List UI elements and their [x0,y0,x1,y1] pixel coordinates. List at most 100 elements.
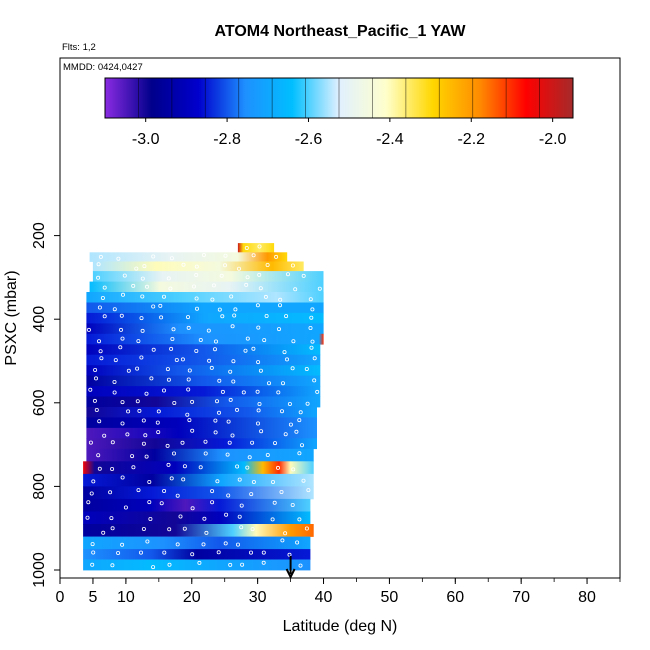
sample-point [291,339,296,344]
y-tick-label: 800 [31,473,48,500]
x-axis: 0 5 10 20 30 40 50 60 70 80 [56,578,621,606]
marker-arrowhead [285,568,296,580]
sample-point [228,369,233,374]
x-tick-label: 0 [56,589,65,606]
colorbar: -3.0 -2.8 -2.6 -2.4 -2.2 -2.0 [104,77,574,148]
sample-point [278,297,283,302]
sample-point [228,397,233,402]
sample-point [139,316,144,321]
sample-point [141,441,146,446]
sample-point [120,400,125,405]
sample-point [180,440,185,445]
colorbar-tick-label: -3.0 [132,131,160,148]
sample-point [169,346,174,351]
sample-point [261,560,266,565]
sample-point [245,275,250,280]
sample-point [234,407,239,412]
sample-point [258,286,263,291]
heatmap-band [83,498,311,512]
sample-point [151,254,156,259]
sample-point [255,389,260,394]
sample-point [277,303,282,308]
sample-point [235,464,240,469]
sample-point [144,284,149,289]
heatmap-band [83,473,314,487]
x-axis-label: Latitude (deg N) [283,618,398,635]
sample-point [256,360,261,365]
sample-point [217,378,222,383]
sample-point [223,253,228,258]
heatmap-band [83,549,311,560]
sample-point [112,379,117,384]
sample-point [94,407,99,412]
sample-point [178,514,183,519]
sample-point [102,433,107,438]
sample-point [123,505,128,510]
sample-point [90,542,95,547]
sample-point [290,502,295,507]
sample-point [162,550,167,555]
sample-point [121,292,126,297]
sample-point [85,515,90,520]
sample-point [140,294,145,299]
sample-point [282,350,287,355]
sample-point [251,479,256,484]
sample-point [131,465,136,470]
sample-point [194,306,199,311]
sample-point [297,451,302,456]
sample-point [165,367,170,372]
sample-point [308,297,313,302]
sample-point [172,400,177,405]
sample-point [290,366,295,371]
sample-point [92,398,97,403]
sample-point [272,441,277,446]
sample-point [113,358,118,363]
sample-point [304,526,309,531]
sample-point [275,465,280,470]
sample-point [220,314,225,319]
heatmap-band [89,252,288,262]
sample-point [116,256,121,261]
sample-point [116,551,121,556]
sample-point [151,304,156,309]
sample-point [119,327,124,332]
sample-point [210,500,215,505]
heatmap-band [86,396,321,408]
sample-point [147,479,152,484]
sample-point [201,252,206,257]
sample-point [194,348,199,353]
sample-point [182,526,187,531]
sample-point [112,307,117,312]
sample-point [186,387,191,392]
heatmap-band [86,354,321,366]
heatmap-band [83,486,314,500]
flights-annotation: Flts: 1,2 [62,42,96,53]
heatmap-band [86,312,324,324]
y-tick-label: 200 [31,222,48,249]
sample-point [270,479,275,484]
sample-point [203,451,208,456]
sample-point [155,420,160,425]
x-tick-label: 20 [183,589,201,606]
sample-point [279,489,284,494]
sample-point [186,377,191,382]
sample-point [156,409,161,414]
sample-point [306,488,311,493]
sample-point [210,489,215,494]
sample-point [225,452,230,457]
sample-point [227,440,232,445]
sample-point [119,313,124,318]
heatmap-band [83,559,311,571]
sample-point [197,560,202,565]
y-tick-label: 1000 [31,552,48,588]
sample-point [224,512,229,517]
sample-point [90,562,95,567]
sample-point [288,422,293,427]
sample-point [135,366,140,371]
sample-point [212,347,217,352]
sample-point [130,454,135,459]
sample-point [276,327,281,332]
sample-point [310,307,315,312]
heatmap-band [86,333,324,345]
sample-point [198,337,203,342]
